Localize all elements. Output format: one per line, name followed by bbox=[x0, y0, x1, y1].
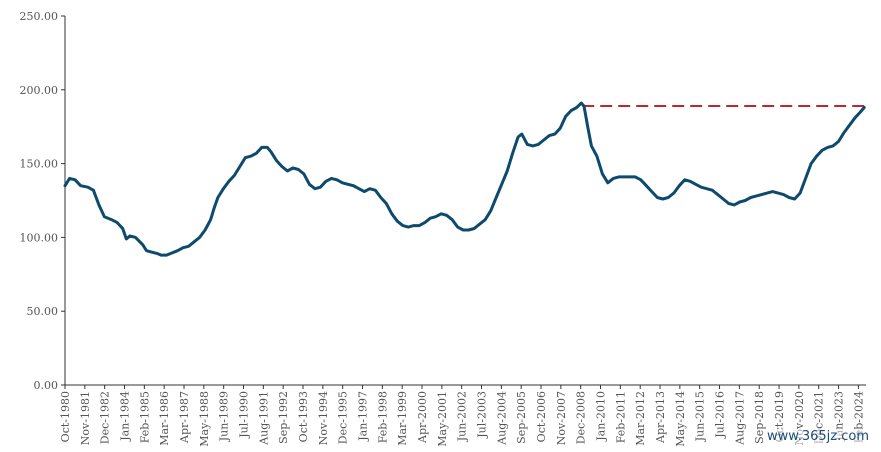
x-tick-label: Apr-2013 bbox=[654, 391, 667, 444]
y-tick-label: 250.00 bbox=[20, 10, 59, 23]
x-tick-label: Oct-1980 bbox=[59, 391, 72, 442]
x-tick-label: Dec-2008 bbox=[575, 391, 588, 444]
x-tick-label: Aug-1991 bbox=[257, 391, 270, 446]
x-tick-label: Sep-1992 bbox=[277, 391, 290, 444]
chart-axes: 0.00 50.00 100.00 150.00 200.00 250.00 Oct-198… bbox=[20, 10, 866, 447]
x-tick-label: Jan-1984 bbox=[119, 391, 132, 442]
x-tick-label: Nov-1981 bbox=[79, 391, 92, 445]
x-tick-label: Mar-1999 bbox=[396, 391, 409, 446]
x-tick-label: Jul-1990 bbox=[238, 391, 251, 439]
x-tick-label: Jun-1989 bbox=[218, 391, 231, 442]
y-tick-label: 0.00 bbox=[34, 379, 59, 392]
x-tick-label: Jun-2015 bbox=[694, 391, 707, 442]
x-tick-label: Apr-2000 bbox=[416, 391, 429, 444]
y-tick-label: 150.00 bbox=[20, 158, 59, 171]
x-tick-label: Aug-2017 bbox=[733, 391, 746, 446]
x-tick-label: May-2001 bbox=[436, 391, 449, 447]
x-tick-label: Jan-2010 bbox=[595, 391, 608, 442]
x-tick-label: Dec-1982 bbox=[99, 391, 112, 444]
y-tick-label: 200.00 bbox=[20, 84, 59, 97]
x-tick-label: Sep-2005 bbox=[515, 391, 528, 444]
x-tick-label: May-2014 bbox=[674, 391, 687, 447]
x-tick-label: Apr-1987 bbox=[178, 391, 191, 444]
series-line bbox=[63, 101, 866, 257]
y-tick-label: 50.00 bbox=[27, 305, 59, 318]
x-tick-label: Jan-1997 bbox=[357, 391, 370, 442]
x-tick-label: Oct-1993 bbox=[297, 391, 310, 442]
series-group bbox=[63, 101, 866, 257]
x-tick-label: Aug-2004 bbox=[495, 391, 508, 446]
x-tick-label: Mar-1986 bbox=[158, 391, 171, 446]
x-tick-label: Dec-1995 bbox=[337, 391, 350, 444]
x-tick-label: Feb-1998 bbox=[376, 391, 389, 443]
x-tick-label: Oct-2006 bbox=[535, 391, 548, 442]
x-tick-label: Jun-2002 bbox=[456, 391, 469, 442]
x-tick-label: May-1988 bbox=[198, 391, 211, 447]
x-tick-label: Jul-2016 bbox=[714, 391, 727, 439]
x-tick-label: Feb-1985 bbox=[138, 391, 151, 443]
x-tick-label: Mar-2012 bbox=[634, 391, 647, 446]
x-tick-label: Nov-1994 bbox=[317, 391, 330, 445]
x-tick-label: Feb-2011 bbox=[614, 391, 627, 443]
x-tick-label: Nov-2007 bbox=[555, 391, 568, 445]
y-tick-label: 100.00 bbox=[20, 231, 59, 244]
x-tick-label: Jul-2003 bbox=[476, 391, 489, 439]
watermark: www.365jz.com bbox=[765, 429, 871, 444]
x-tick-label: Sep-2018 bbox=[753, 391, 766, 444]
